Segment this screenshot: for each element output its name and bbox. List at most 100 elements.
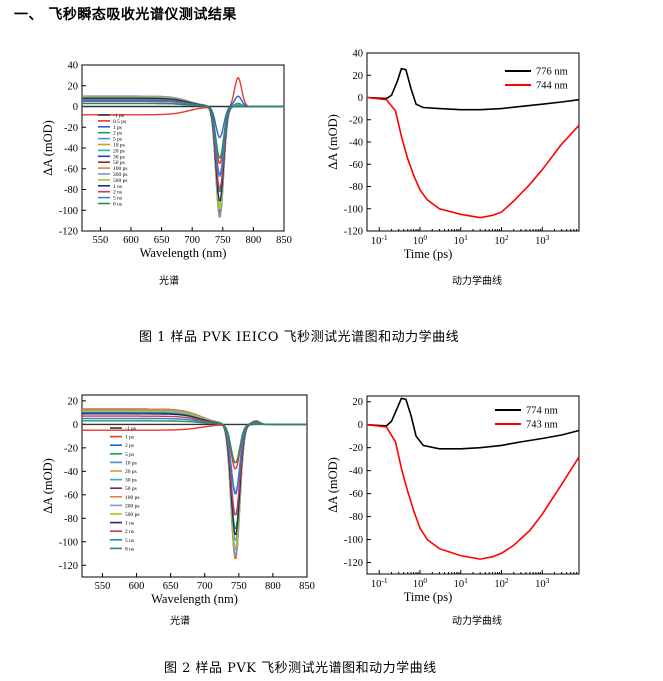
legend-label: 200 ps [113,172,128,178]
x-tick-label: 800 [265,581,281,592]
legend-label: 500 ps [113,178,128,184]
x-tick-label: 101 [454,576,469,590]
legend-label: 100 ps [113,166,128,172]
y-tick-label: -120 [344,558,363,569]
x-tick-label: 103 [535,233,550,247]
series-line [366,67,580,111]
legend-label: 774 nm [526,406,558,417]
y-tick-label: -120 [59,561,78,572]
x-tick-label: 600 [123,235,139,246]
legend-label: 2 ps [113,131,122,137]
y-tick-label: 40 [68,61,79,72]
legend-label: 776 nm [536,67,568,78]
x-tick-label: 600 [129,581,145,592]
y-tick-label: -80 [64,185,78,196]
y-tick-label: -20 [349,115,363,126]
kinetics-chart-2: 10-1 100 101 102 103 20 0 -20 -40 -60 -80 -100 -120 T… [326,395,580,604]
y-tick-label: 20 [353,71,364,82]
y-axis-label: ΔA (mOD) [41,458,55,514]
legend-label: 5 ps [113,137,122,143]
y-tick-label: -120 [59,227,78,238]
y-tick-label: -100 [59,206,78,217]
y-tick-label: -100 [344,535,363,546]
legend-label: 0.5 ps [113,119,126,125]
series-line [82,413,307,536]
x-axis-label: Time (ps) [404,247,453,261]
y-tick-label: -20 [64,123,78,134]
y-tick-label: -40 [349,466,363,477]
spectrum-chart-2: 550 600 650 700 750 800 850 20 0 -20 -40 -60 -80 -100… [41,394,315,606]
section-title: 一、 飞秒瞬态吸收光谱仪测试结果 [14,7,237,23]
legend-label: 500 ps [125,512,140,518]
x-tick-label: 700 [197,581,213,592]
y-tick-label: -60 [64,490,78,501]
legend-label: 5 ns [113,196,122,202]
y-tick-label: -60 [349,489,363,500]
series-line [82,420,307,464]
x-tick-label: 102 [494,576,509,590]
x-tick-label: 550 [92,235,108,246]
series-line [82,409,307,556]
x-axis-label: Wavelength (nm) [151,592,238,606]
kinetics-label-2: 动力学曲线 [452,616,502,627]
x-tick-label: 650 [154,235,170,246]
y-axis-label: ΔA (mOD) [41,120,55,176]
kinetics-chart-1: 10-1 100 101 102 103 40 20 0 -20 -40 -60 -80 -100 -12… [326,49,580,261]
legend-label: 2 ps [125,443,134,449]
x-tick-label: 550 [95,581,111,592]
legend-label: 743 nm [526,420,558,431]
series-line [366,423,580,560]
x-tick-label: 103 [535,576,550,590]
y-tick-label: -40 [64,144,78,155]
legend-label: 20 ps [125,469,137,475]
x-tick-label: 800 [246,235,262,246]
y-tick-label: 20 [68,81,79,92]
y-tick-label: -80 [349,182,363,193]
x-tick-label: 10-1 [371,233,388,247]
series-line [82,408,307,560]
y-tick-label: -60 [64,164,78,175]
legend-label: 20 ps [113,148,125,154]
series-line [82,102,284,159]
y-tick-label: -100 [59,537,78,548]
y-tick-label: 0 [73,420,78,431]
legend-label: 2 ns [113,190,122,196]
spectrum-chart-1: 550 600 650 700 750 800 850 40 20 0 -20 -40 -60 -80 -1… [41,61,292,261]
y-tick-label: 20 [68,396,79,407]
y-tick-label: -100 [344,204,363,215]
y-tick-label: 0 [73,102,78,113]
legend-label: 200 ps [125,503,140,509]
y-tick-label: -40 [64,467,78,478]
legend-label: 100 ps [125,495,140,501]
legend-label: 10 ps [113,143,125,149]
x-tick-label: 750 [231,581,247,592]
series-line [82,408,307,558]
legend-label: 8 ns [113,202,122,208]
x-tick-label: 101 [454,233,469,247]
plot-frame [81,394,308,578]
legend-label: 50 ps [125,486,137,492]
y-tick-label: -60 [349,160,363,171]
legend-label: 10 ps [125,460,137,466]
x-tick-label: 10-1 [371,576,388,590]
x-tick-label: 100 [413,233,428,247]
y-tick-label: -20 [349,443,363,454]
legend-label: 30 ps [113,154,125,160]
y-axis-label: ΔA (mOD) [326,457,340,513]
kinetics-label-1: 动力学曲线 [452,276,502,287]
x-axis-label: Wavelength (nm) [140,246,227,260]
x-tick-label: 850 [276,235,292,246]
legend-label: 50 ps [113,160,125,166]
y-tick-label: 40 [353,49,364,60]
legend-label: 1 ns [125,521,134,527]
y-tick-label: 20 [353,397,364,408]
y-axis-label: ΔA (mOD) [326,114,340,170]
legend-label: 1 ps [113,125,122,131]
x-tick-label: 650 [163,581,179,592]
legend-label: 744 nm [536,81,568,92]
y-tick-label: -20 [64,443,78,454]
y-tick-label: 0 [358,420,363,431]
x-tick-label: 700 [184,235,200,246]
y-tick-label: 0 [358,93,363,104]
legend-label: 2 ns [125,529,134,535]
